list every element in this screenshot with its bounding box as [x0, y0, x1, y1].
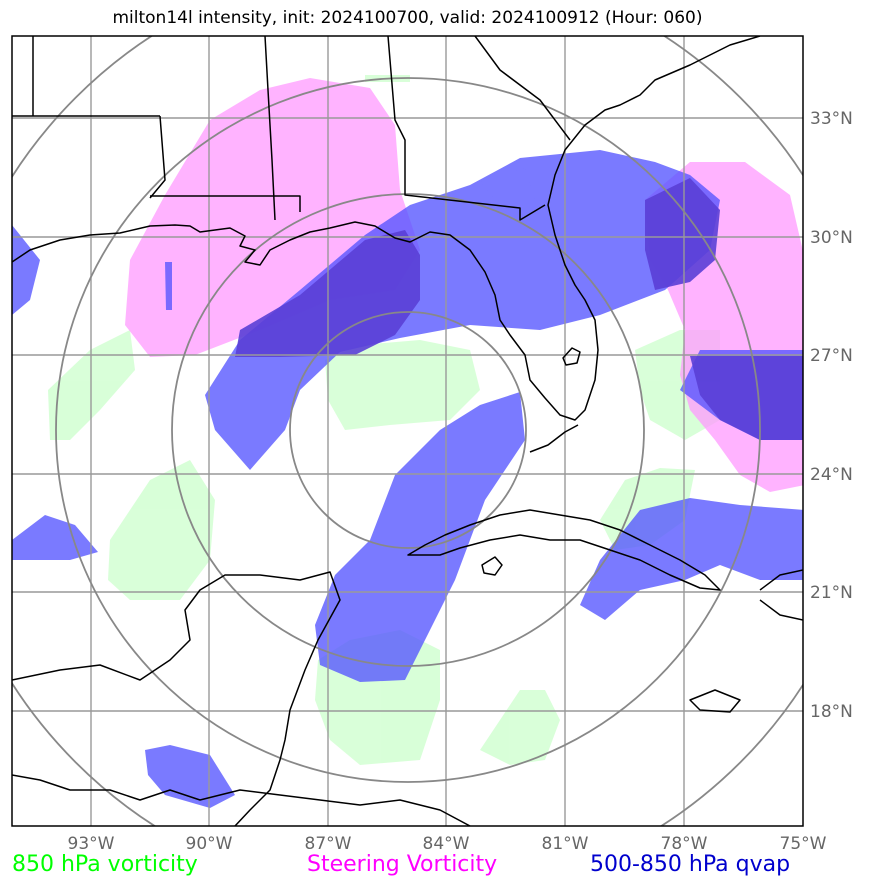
lat-tick: 24°N [810, 465, 853, 485]
lon-tick: 78°W [661, 834, 708, 854]
lat-tick: 18°N [810, 702, 853, 722]
lon-tick: 75°W [780, 834, 827, 854]
lon-tick: 90°W [186, 834, 233, 854]
map-frame [11, 35, 804, 827]
legend-850-vorticity: 850 hPa vorticity [12, 852, 198, 877]
graticule [12, 36, 803, 826]
lon-tick: 81°W [542, 834, 589, 854]
lat-tick: 30°N [810, 228, 853, 248]
map-title: milton14l intensity, init: 2024100700, v… [112, 8, 703, 28]
lon-tick: 84°W [423, 834, 470, 854]
legend-qvap: 500-850 hPa qvap [590, 852, 791, 877]
lat-tick: 33°N [810, 109, 853, 129]
coastlines [12, 36, 803, 826]
legend-steering-vorticity: Steering Vorticity [307, 852, 498, 877]
latitude-ticks: 33°N 30°N 27°N 24°N 21°N 18°N [810, 109, 853, 722]
lon-tick: 93°W [68, 834, 115, 854]
lat-tick: 27°N [810, 346, 853, 366]
lat-tick: 21°N [810, 583, 853, 603]
lon-tick: 87°W [305, 834, 352, 854]
longitude-ticks: 93°W 90°W 87°W 84°W 81°W 78°W 75°W [68, 834, 827, 854]
